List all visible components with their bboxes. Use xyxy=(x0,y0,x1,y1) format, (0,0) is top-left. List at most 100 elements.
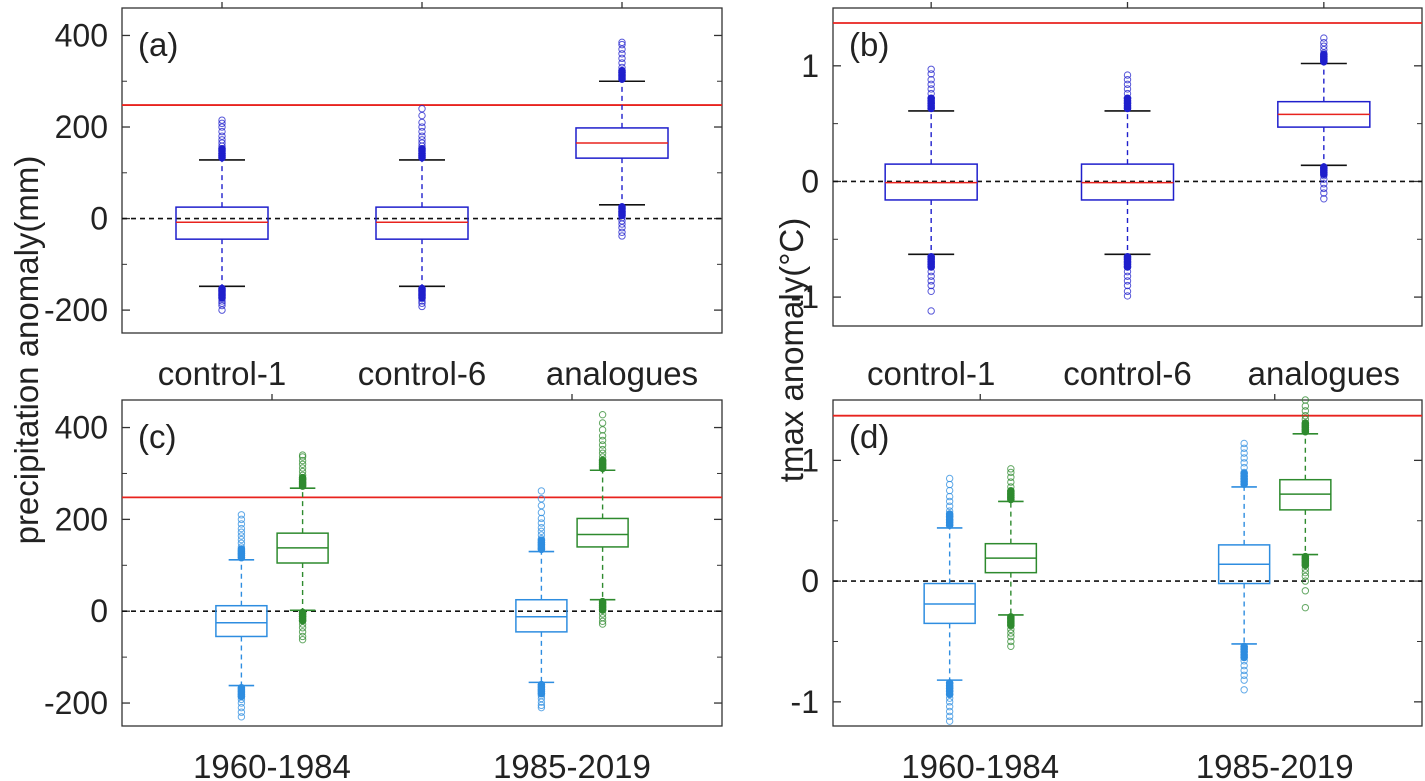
panel-d-outlier xyxy=(1240,439,1248,448)
panel-a-category-label: analogues xyxy=(546,355,698,392)
panel-b-box-1 xyxy=(1080,71,1175,300)
panel-c-outlier xyxy=(537,501,546,510)
panel-b-outlier xyxy=(1123,272,1132,280)
panel-d-ytick-label: 0 xyxy=(801,563,819,599)
panel-b-outlier xyxy=(1320,184,1328,193)
panel-d-outlier xyxy=(1301,402,1310,410)
panel-c-outlier xyxy=(298,624,307,632)
panel-c-outlier xyxy=(298,635,307,644)
panel-b-ytick-label: -1 xyxy=(791,279,819,315)
panel-c-outlier xyxy=(537,527,546,536)
panel-d-outlier-dense xyxy=(1240,653,1248,662)
panel-c-box-3 xyxy=(576,410,629,628)
panel-a-outlier xyxy=(418,127,426,136)
panel-c-outlier xyxy=(237,520,246,528)
panel-c-outlier xyxy=(598,441,607,449)
panel-d-outlier xyxy=(945,712,954,721)
panel-d-outlier xyxy=(1301,572,1310,580)
panel-d-outlier xyxy=(945,502,954,510)
panel-b-outlier xyxy=(927,65,935,73)
panel-c-outlier-dense xyxy=(298,616,307,625)
panel-b-outlier xyxy=(927,307,935,315)
panel-a-outlier-dense xyxy=(418,293,426,302)
panel-d-outlier xyxy=(1301,603,1310,612)
panel-d-outlier xyxy=(1007,629,1015,637)
ylabel-precipitation: precipitation anomaly(mm) xyxy=(8,156,45,545)
panel-c-outlier xyxy=(298,464,307,472)
panel-d-label: (d) xyxy=(849,418,889,455)
panel-a-outlier xyxy=(418,136,426,144)
panel-c-outlier-dense xyxy=(598,605,607,614)
panel-c-outlier xyxy=(537,519,546,527)
panel-a-outlier xyxy=(218,127,226,136)
panel-a-outlier-dense xyxy=(218,293,226,302)
panel-d-outlier-dense xyxy=(945,510,954,518)
panel-d-outlier xyxy=(1301,568,1310,577)
panel-c-ytick-label: 0 xyxy=(90,593,108,629)
panel-a-outlier xyxy=(618,40,626,49)
panel-b-outlier-dense xyxy=(1320,170,1328,178)
panel-b-outlier xyxy=(1320,189,1328,197)
panel-b-outlier xyxy=(1123,277,1132,285)
panel-d-outlier xyxy=(1301,407,1310,415)
panel-c-outlier xyxy=(598,445,607,454)
panel-c-box-body xyxy=(215,604,268,638)
panel-b-outlier xyxy=(927,80,935,89)
panel-a-precipitation-boxplot: 400 200 0 -200 control-1 control-6 analogues (a… xyxy=(44,2,723,392)
panel-b-outlier xyxy=(1123,292,1132,300)
panel-c-outlier xyxy=(537,495,546,503)
panel-a-outlier xyxy=(618,220,626,228)
panel-a-outlier xyxy=(618,224,626,232)
panel-d-outlier xyxy=(945,486,954,495)
panel-a-outlier xyxy=(618,38,626,47)
panel-c-outlier-dense xyxy=(237,545,246,553)
panel-a-box-2 xyxy=(575,38,669,240)
panel-c-outlier xyxy=(598,449,607,457)
panel-d-outlier xyxy=(945,698,954,706)
panel-d-outlier xyxy=(1007,468,1015,477)
panel-d-outlier xyxy=(1301,396,1310,404)
panel-b-outlier xyxy=(927,277,935,285)
panel-b-label: (b) xyxy=(849,26,889,63)
panel-a-outlier-dense xyxy=(618,211,626,220)
panel-b-outlier xyxy=(1123,71,1132,79)
panel-b-outlier-dense xyxy=(927,263,935,271)
panel-b-ytick-label: 0 xyxy=(801,163,819,199)
panel-b-outlier xyxy=(927,85,935,93)
panel-b-tmax-boxplot: 1 0 -1 control-1 control-6 analogues (b) xyxy=(791,2,1423,392)
panel-b-outlier xyxy=(1123,75,1132,84)
panel-c-box-0 xyxy=(215,511,268,721)
panel-b-outlier xyxy=(1123,287,1132,296)
panel-d-box-1 xyxy=(984,465,1038,651)
panel-d-category-label: 1985-2019 xyxy=(1196,748,1354,781)
panel-c-outlier-dense xyxy=(598,456,607,465)
panel-c-box-1 xyxy=(276,451,329,644)
panel-d-outlier xyxy=(1240,661,1248,670)
panel-c-outlier xyxy=(598,426,607,434)
panel-a-category-label: control-1 xyxy=(158,355,286,392)
panel-c-outlier xyxy=(537,703,546,712)
panel-c-outlier-dense xyxy=(537,689,546,698)
panel-d-outlier xyxy=(1007,632,1015,641)
panel-a-outlier xyxy=(218,306,226,314)
panel-b-outlier xyxy=(1320,38,1328,47)
panel-c-outlier xyxy=(537,514,546,523)
panel-a-outlier xyxy=(418,132,426,140)
panel-b-ytick-label: 1 xyxy=(801,48,819,84)
panel-d-outlier xyxy=(1240,666,1248,675)
panel-d-outlier xyxy=(945,480,954,489)
panel-d-outlier xyxy=(1240,449,1248,457)
panel-c-frame xyxy=(121,399,723,727)
panel-c-outlier xyxy=(298,451,307,459)
panel-a-outlier xyxy=(418,105,426,113)
panel-d-outlier-dense xyxy=(1007,621,1015,629)
panel-c-ytick-label: -200 xyxy=(44,685,108,721)
panel-b-outlier xyxy=(1320,180,1328,188)
panel-a-outlier-dense xyxy=(418,144,426,153)
panel-d-outlier xyxy=(1301,587,1310,595)
panel-c-outlier xyxy=(537,701,546,710)
panel-d-outlier-dense xyxy=(1301,561,1310,569)
panel-d-outlier xyxy=(945,707,954,716)
panel-a-outlier xyxy=(418,123,426,131)
panel-c-outlier xyxy=(598,620,607,628)
